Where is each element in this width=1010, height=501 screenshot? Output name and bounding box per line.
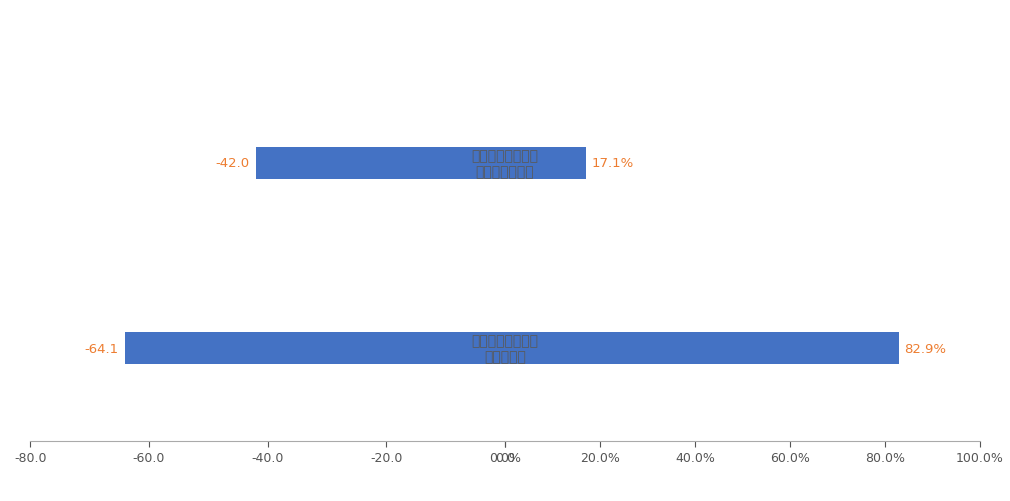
Bar xyxy=(124,332,505,365)
Bar xyxy=(505,332,899,365)
Text: -64.1: -64.1 xyxy=(85,342,119,355)
Text: 契約プランの変更
経験がない: 契約プランの変更 経験がない xyxy=(472,333,538,364)
Text: 契約プランを変更
したことがある: 契約プランを変更 したことがある xyxy=(472,149,538,179)
Text: -42.0: -42.0 xyxy=(216,157,249,170)
Text: 17.1%: 17.1% xyxy=(592,157,634,170)
Bar xyxy=(256,147,505,180)
Text: 82.9%: 82.9% xyxy=(904,342,946,355)
Bar xyxy=(505,147,586,180)
